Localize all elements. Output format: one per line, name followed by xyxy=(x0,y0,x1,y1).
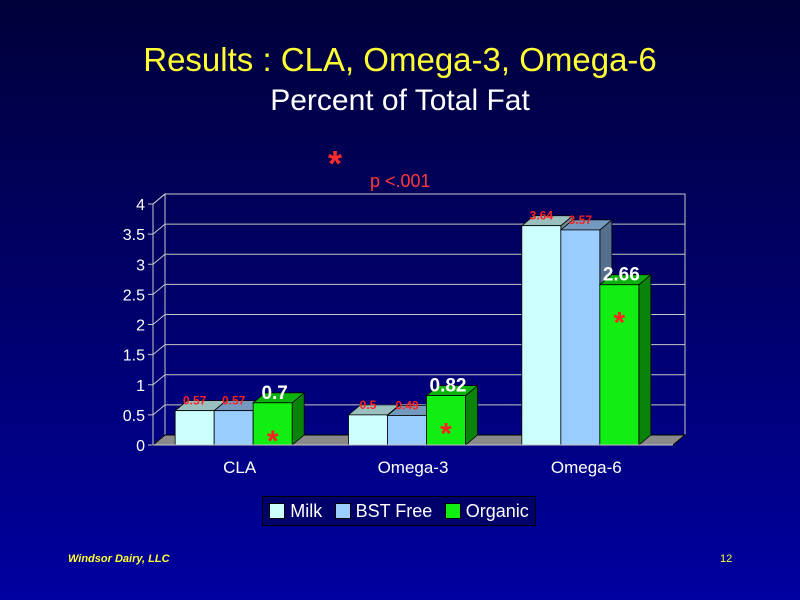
slide-title: Results : CLA, Omega-3, Omega-6 xyxy=(143,41,657,78)
data-label: 0.82 xyxy=(430,376,467,397)
legend-swatch-bst-free xyxy=(334,503,351,519)
legend-label-milk: Milk xyxy=(290,500,323,521)
legend-label-organic: Organic xyxy=(465,500,529,521)
bar xyxy=(174,410,215,446)
significance-note: p <.001 xyxy=(370,171,431,191)
legend-item-bst-free: BST Free xyxy=(334,500,433,522)
gridline-side xyxy=(152,374,166,386)
data-label: 0.5 xyxy=(360,398,377,412)
data-label: 2.66 xyxy=(603,265,640,286)
significance-star: * xyxy=(328,143,343,184)
gridline-side xyxy=(152,253,166,265)
gridline-side xyxy=(152,283,166,295)
legend-label-bst-free: BST Free xyxy=(355,500,433,521)
bar xyxy=(213,410,254,446)
data-label: 0.57 xyxy=(183,394,207,408)
data-label: 0.49 xyxy=(395,398,419,412)
bar xyxy=(426,395,466,446)
y-tick-label: 2 xyxy=(136,318,145,335)
significance-marker: * xyxy=(613,307,625,340)
bar-side xyxy=(638,273,652,446)
bar xyxy=(521,225,562,446)
gridline-side xyxy=(152,193,166,205)
y-tick-label: 4 xyxy=(136,197,145,214)
bar xyxy=(348,414,388,446)
data-label: 0.7 xyxy=(261,383,287,404)
slide-subtitle: Percent of Total Fat xyxy=(270,84,530,117)
footer-company: Windsor Dairy, LLC xyxy=(68,553,170,565)
data-label: 3.57 xyxy=(569,213,593,227)
y-tick-label: 3.5 xyxy=(123,227,145,244)
bar xyxy=(252,402,293,446)
bar xyxy=(387,415,427,446)
y-tick-label: 2.5 xyxy=(123,287,145,304)
legend-item-milk: Milk xyxy=(269,501,322,522)
data-label: 0.57 xyxy=(222,394,246,408)
y-tick-label: 0.5 xyxy=(123,408,145,425)
significance-marker: * xyxy=(267,425,279,458)
y-tick-label: 1.5 xyxy=(123,348,145,365)
x-tick-label: Omega-6 xyxy=(551,458,622,477)
significance-marker: * xyxy=(440,418,452,451)
gridline-side xyxy=(152,223,166,235)
legend-swatch-milk xyxy=(269,503,286,519)
slide-number: 12 xyxy=(720,553,733,565)
y-tick-label: 3 xyxy=(136,257,145,274)
data-label: 3.64 xyxy=(530,209,554,223)
y-tick-label: 0 xyxy=(136,438,145,455)
x-tick-label: Omega-3 xyxy=(378,458,449,477)
chart-legend: Milk BST Free Organic xyxy=(262,496,536,526)
gridline-side xyxy=(152,314,166,325)
legend-item-organic: Organic xyxy=(444,500,529,522)
bar xyxy=(599,284,640,446)
legend-swatch-organic xyxy=(444,503,461,519)
gridline-side xyxy=(152,344,166,356)
bar xyxy=(560,229,601,446)
y-tick-label: 1 xyxy=(136,378,145,395)
gridline-side xyxy=(152,404,166,416)
x-tick-label: CLA xyxy=(223,458,257,477)
